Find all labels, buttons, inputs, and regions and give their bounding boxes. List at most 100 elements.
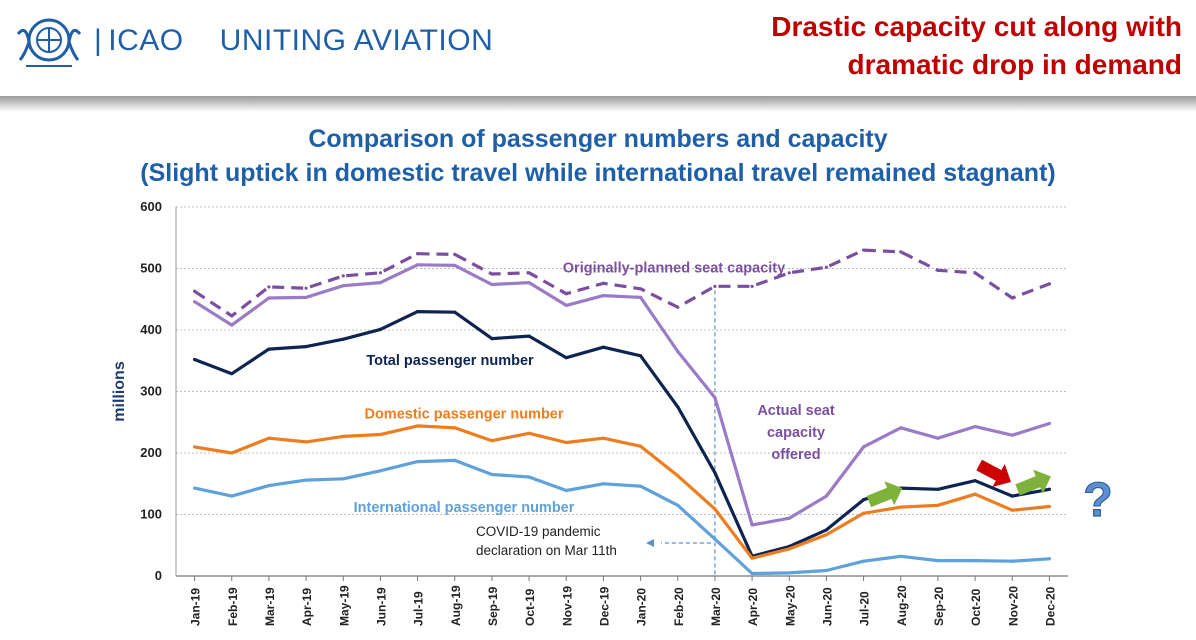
data-point (601, 482, 606, 486)
logo-wordmark: | ICAO UNITING AVIATION (94, 24, 493, 58)
y-tick-label: 0 (155, 568, 162, 583)
data-point (192, 445, 197, 449)
data-point (490, 337, 494, 341)
up-arrow-icon (866, 481, 903, 508)
x-tick-label: Dec-19 (597, 586, 611, 626)
international-passenger-label: International passenger number (354, 500, 575, 516)
x-tick-label: Sep-19 (486, 586, 500, 626)
data-point (453, 263, 457, 268)
data-point (267, 347, 271, 351)
data-point (973, 559, 977, 563)
data-point (676, 405, 680, 409)
pandemic-annotation-line-1: COVID-19 pandemic (476, 524, 601, 539)
data-point (787, 271, 791, 275)
chart-subtitle: (Slight uptick in domestic travel while … (140, 159, 1056, 187)
data-point (936, 503, 940, 507)
data-point (304, 440, 308, 444)
data-point (230, 314, 234, 318)
actual-capacity-label-line-1: Actual seat (757, 403, 835, 419)
down-arrow-icon (976, 459, 1011, 487)
data-point (936, 436, 940, 440)
data-point (638, 295, 643, 300)
x-tick-label: Dec-20 (1043, 586, 1057, 626)
data-point (490, 439, 494, 443)
x-tick-label: May-20 (783, 585, 797, 626)
data-point (378, 432, 383, 437)
data-point (973, 479, 977, 483)
data-point (1010, 296, 1014, 300)
data-point (899, 505, 903, 509)
data-point (824, 568, 829, 573)
data-point (490, 272, 494, 276)
data-point (453, 310, 457, 314)
data-point (861, 248, 866, 252)
y-tick-label: 600 (140, 199, 162, 214)
data-point (1047, 487, 1052, 491)
y-tick-label: 100 (140, 507, 162, 522)
data-point (787, 571, 791, 575)
x-tick-label: Jan-20 (635, 588, 649, 626)
data-point (527, 334, 531, 338)
data-point (304, 345, 308, 349)
data-point (824, 494, 829, 498)
data-point (824, 265, 829, 269)
data-point (267, 483, 271, 488)
data-point (899, 250, 903, 254)
data-point (750, 284, 754, 288)
headline-line-2: dramatic drop in demand (847, 49, 1183, 80)
data-point (490, 472, 494, 477)
x-tick-label: Aug-20 (895, 585, 909, 626)
data-point (936, 559, 940, 563)
x-tick-label: Feb-20 (672, 587, 686, 626)
x-tick-label: May-19 (337, 585, 351, 626)
y-tick-label: 500 (140, 261, 162, 276)
data-point (601, 293, 606, 298)
data-point (861, 511, 866, 515)
data-point (341, 477, 345, 481)
data-point (453, 458, 457, 462)
data-point (415, 460, 420, 464)
data-point (1010, 494, 1014, 498)
data-point (564, 440, 568, 445)
data-point (415, 424, 420, 428)
data-point (601, 281, 606, 285)
data-point (341, 274, 345, 278)
x-tick-label: Jun-20 (820, 587, 834, 626)
x-tick-label: Apr-20 (746, 588, 760, 626)
data-point (304, 286, 308, 290)
data-point (341, 284, 345, 288)
data-point (378, 469, 383, 473)
planned-capacity-label: Originally-planned seat capacity (563, 260, 785, 276)
actual-capacity-line (193, 263, 1050, 527)
x-tick-label: Jun-19 (374, 587, 388, 626)
y-tick-label: 300 (140, 384, 162, 399)
data-point (638, 484, 643, 488)
data-point (192, 357, 197, 362)
data-point (750, 571, 754, 576)
data-point (899, 426, 903, 430)
chart-title-block: Comparison of passenger numbers and capa… (0, 122, 1196, 190)
data-point (304, 295, 308, 300)
pandemic-annotation-arrowhead (646, 539, 654, 547)
data-point (564, 292, 568, 296)
data-point (713, 471, 717, 475)
actual-capacity-label-line-2: capacity (767, 425, 825, 441)
data-point (1047, 504, 1052, 509)
x-tick-label: Jul-19 (412, 591, 426, 626)
data-point (676, 503, 680, 507)
slide-header: | ICAO UNITING AVIATION Drastic capacity c… (0, 0, 1196, 96)
domestic-passenger-label: Domestic passenger number (364, 406, 563, 422)
data-point (861, 498, 866, 502)
data-point (713, 537, 717, 541)
logo-separator: | (94, 24, 103, 57)
data-point (230, 323, 234, 327)
domestic-passenger-line (194, 424, 1050, 560)
data-point (267, 285, 271, 289)
data-point (1010, 559, 1014, 563)
data-point (936, 268, 940, 272)
data-point (192, 486, 197, 490)
data-point (638, 354, 643, 358)
data-point (1047, 421, 1052, 426)
data-point (564, 356, 568, 360)
